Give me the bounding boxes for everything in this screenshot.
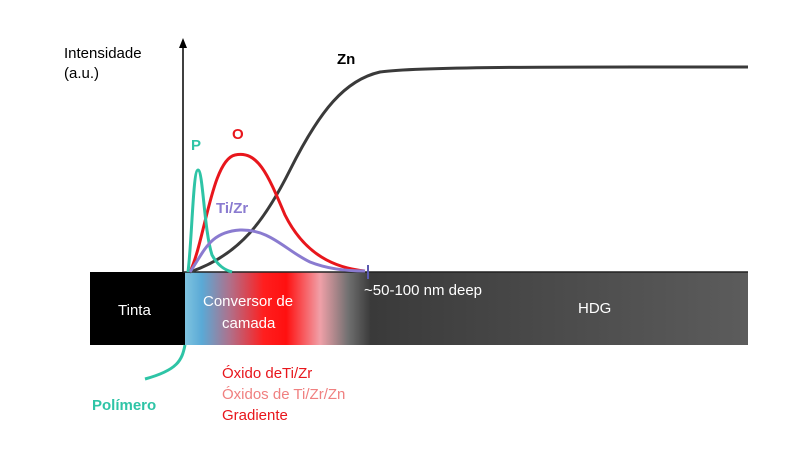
o-curve — [188, 152, 366, 273]
p-curve — [186, 168, 233, 274]
curve-label: Ti/Zr — [216, 200, 248, 217]
curve-label: P — [191, 137, 201, 154]
layer-label: Conversor de — [203, 293, 293, 310]
note: Gradiente — [222, 407, 288, 424]
layer-label: ~50-100 nm deep — [364, 282, 482, 299]
axis-label: (a.u.) — [64, 65, 99, 82]
tinta-layer — [90, 272, 186, 345]
axis-label: Intensidade — [64, 45, 142, 62]
substrate-band — [185, 272, 748, 345]
y-axis-arrow — [179, 38, 187, 48]
layer-label: Tinta — [118, 302, 151, 319]
tizr-curve — [188, 228, 366, 273]
layer-label: HDG — [578, 300, 611, 317]
curve-label: O — [232, 126, 244, 143]
layer-label: camada — [222, 315, 276, 332]
note: Óxidos de Ti/Zr/Zn — [222, 386, 345, 403]
polimero-pointer — [144, 344, 187, 381]
note: Polímero — [92, 397, 156, 414]
zn-curve — [189, 65, 749, 274]
note: Óxido deTi/Zr — [222, 365, 312, 382]
curve-label: Zn — [337, 51, 355, 68]
